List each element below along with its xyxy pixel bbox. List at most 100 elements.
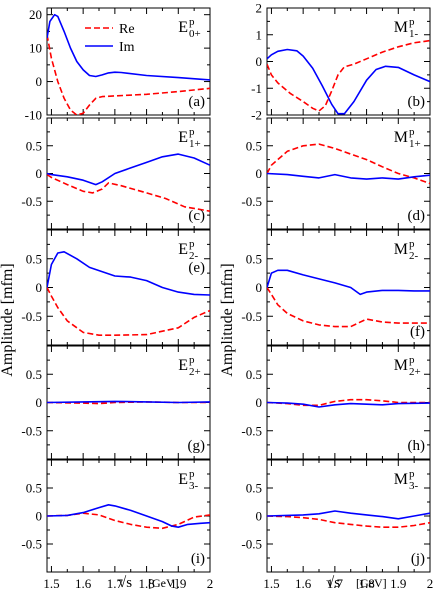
panel-a: -10 0 10 20 E p0+ (a) Re Im bbox=[25, 7, 211, 123]
series-line-im bbox=[47, 504, 210, 528]
y-tick-label: 2 bbox=[256, 1, 263, 16]
panel-title-sup: p bbox=[189, 126, 195, 138]
x-tick-label: 1.6 bbox=[295, 576, 312, 591]
x-tick-label: 1.5 bbox=[43, 576, 59, 591]
x-tick-label: 1.8 bbox=[138, 576, 154, 591]
panel-title-sup: p bbox=[409, 126, 415, 138]
y-tick-label: -0.5 bbox=[21, 309, 42, 324]
x-tick-label: 1.6 bbox=[75, 576, 92, 591]
series-line-im bbox=[47, 400, 210, 404]
panel-title: M bbox=[394, 19, 408, 36]
panel-title-sup: p bbox=[409, 238, 415, 250]
y-tick-label: 0.5 bbox=[246, 367, 262, 382]
y-tick-label: -10 bbox=[25, 108, 42, 123]
panel-title: E bbox=[178, 241, 188, 258]
panel-title-sub: 1- bbox=[409, 28, 419, 40]
panel-title: E bbox=[178, 129, 188, 146]
x-axis-label-left: √s [GeV] bbox=[118, 575, 179, 591]
y-tick-label: 0 bbox=[256, 395, 263, 410]
panel-letter: (c) bbox=[188, 208, 205, 224]
x-tick-label: 1.7 bbox=[327, 576, 344, 591]
y-tick-label: -0.5 bbox=[241, 309, 262, 324]
y-tick-label: 10 bbox=[29, 41, 42, 56]
y-tick-label: 0.5 bbox=[26, 481, 42, 496]
x-tick-label: 1.8 bbox=[358, 576, 374, 591]
y-tick-label: -1 bbox=[251, 81, 262, 96]
series-line-re bbox=[267, 39, 430, 112]
series-line-re bbox=[267, 287, 430, 328]
y-tick-label: 0 bbox=[256, 54, 263, 69]
panel-letter: (b) bbox=[408, 94, 426, 110]
panel-letter: (i) bbox=[191, 551, 205, 567]
y-tick-label: 1 bbox=[256, 27, 263, 42]
x-tick-label: 1.7 bbox=[107, 576, 124, 591]
series-line-re bbox=[47, 173, 210, 212]
panel-title-sup: p bbox=[189, 16, 195, 28]
panel-letter: (h) bbox=[408, 438, 426, 454]
y-tick-label: 0.5 bbox=[246, 481, 262, 496]
panel-title: M bbox=[394, 357, 408, 374]
panel-letter: (a) bbox=[188, 94, 205, 110]
y-tick-label: 0.5 bbox=[246, 138, 262, 153]
series-line-im bbox=[267, 48, 430, 115]
panel-h: -0.5 0 0.5 M p2+ (h) bbox=[241, 345, 431, 460]
panel-title: E bbox=[178, 19, 188, 36]
panel-title: M bbox=[394, 471, 408, 488]
panel-letter: (d) bbox=[408, 208, 426, 224]
series-line-im bbox=[267, 510, 430, 520]
y-tick-label: -0.5 bbox=[21, 537, 42, 552]
y-tick-label: 0 bbox=[36, 509, 43, 524]
y-tick-label: 0 bbox=[256, 166, 263, 181]
panel-title-sub: 2- bbox=[189, 250, 199, 262]
legend-label-re: Re bbox=[119, 22, 135, 37]
series-line-re bbox=[267, 515, 430, 528]
y-tick-label: 0 bbox=[36, 74, 43, 89]
y-tick-label: -0.5 bbox=[241, 537, 262, 552]
y-tick-label: -0.5 bbox=[21, 194, 42, 209]
legend: Re Im bbox=[85, 22, 135, 55]
panel-title-sub: 2+ bbox=[409, 366, 421, 378]
y-tick-label: 0.5 bbox=[26, 138, 42, 153]
series-line-re bbox=[47, 287, 210, 336]
panel-title-sup: p bbox=[189, 238, 195, 250]
panel-g: -0.5 0 0.5 E p2+ (g) bbox=[21, 345, 211, 460]
panel-frame bbox=[46, 7, 211, 116]
panel-letter: (f) bbox=[410, 324, 425, 340]
panel-title-sub: 1+ bbox=[409, 138, 421, 150]
x-tick-label: 1.9 bbox=[170, 576, 186, 591]
x-unit-label-right: [GeV] bbox=[356, 576, 387, 590]
panel-title: M bbox=[394, 129, 408, 146]
series-line-im bbox=[47, 251, 210, 296]
y-tick-label: -0.5 bbox=[21, 423, 42, 438]
y-tick-label: 20 bbox=[29, 7, 42, 22]
legend-label-im: Im bbox=[119, 40, 135, 55]
y-tick-label: 0 bbox=[36, 280, 43, 295]
series-line-im bbox=[47, 153, 210, 186]
panel-letter: (e) bbox=[188, 260, 205, 276]
panel-title-sub: 2+ bbox=[189, 366, 201, 378]
y-axis-label: Amplitude [mfm] bbox=[0, 263, 16, 376]
panel-title-sub: 1+ bbox=[189, 138, 201, 150]
y-tick-label: 0 bbox=[256, 280, 263, 295]
panel-e: -0.5 0 0.5 E p2-(e) bbox=[21, 229, 211, 346]
series-line-re bbox=[47, 34, 210, 115]
y-tick-label: 0.5 bbox=[26, 367, 42, 382]
y-tick-label: 0 bbox=[36, 395, 43, 410]
series-line-im bbox=[47, 13, 210, 81]
panel-title-sub: 0+ bbox=[189, 28, 201, 40]
panel-b: -2 -1 0 1 2 M p1- (b) bbox=[251, 1, 431, 123]
y-tick-label: 0 bbox=[256, 509, 263, 524]
y-tick-label: 0 bbox=[36, 166, 43, 181]
panel-title-sup: p bbox=[189, 468, 195, 480]
panel-letter: (j) bbox=[411, 551, 425, 567]
x-tick-label: 2 bbox=[207, 576, 214, 591]
x-tick-label: 1.9 bbox=[390, 576, 406, 591]
y-axis-label-right: Amplitude [mfm] bbox=[219, 263, 236, 376]
panel-title-sub: 3- bbox=[409, 480, 419, 492]
panel-f: -0.5 0 0.5 M p2- (f) bbox=[241, 229, 431, 346]
